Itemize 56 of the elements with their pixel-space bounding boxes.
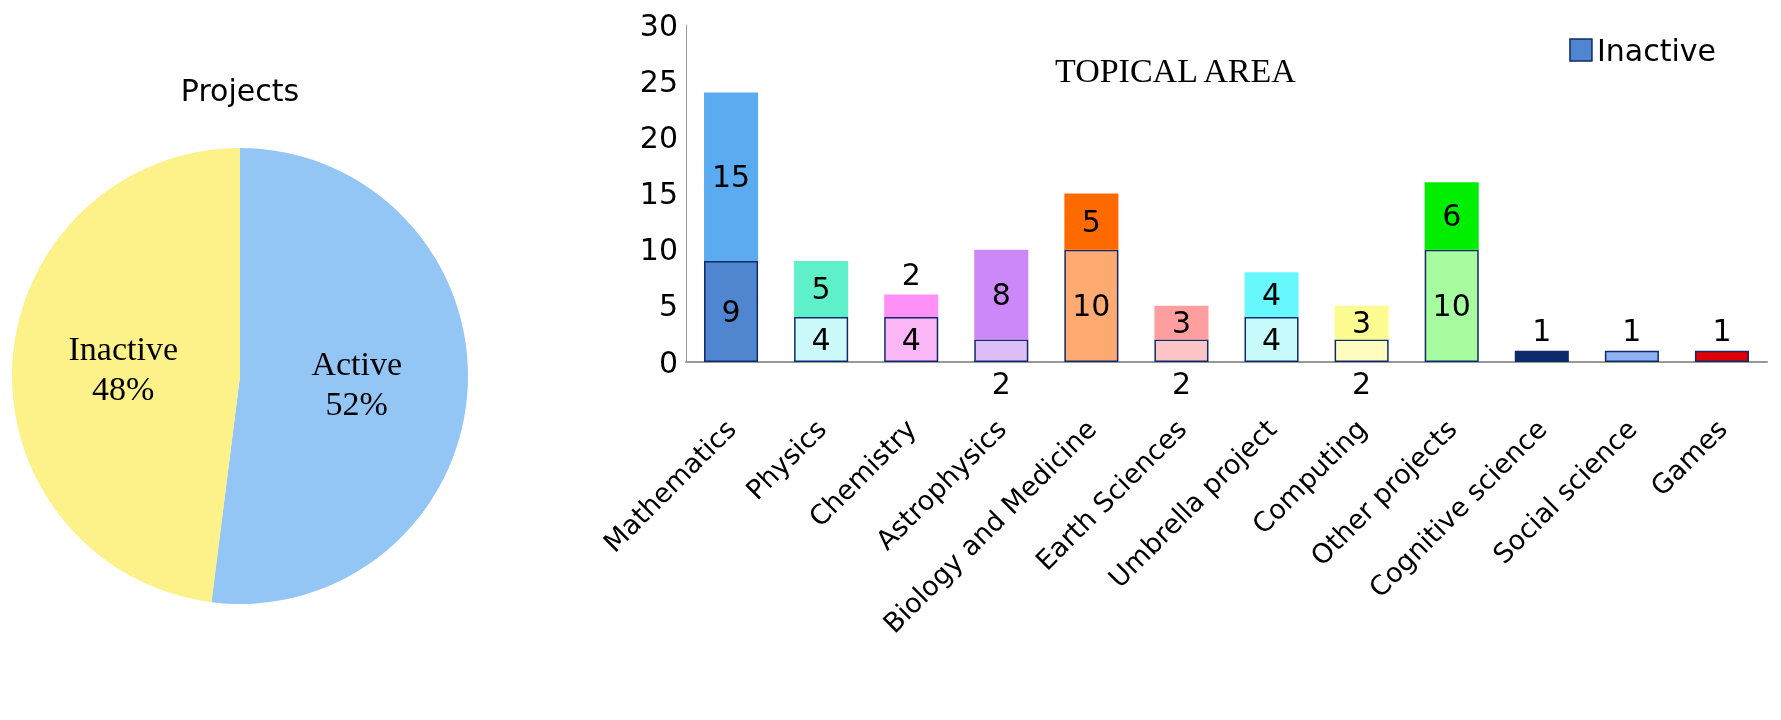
y-tick-label: 15 <box>639 176 678 211</box>
bar <box>1604 350 1659 362</box>
y-tick-label: 0 <box>658 344 678 380</box>
data-label: 48% <box>92 370 155 408</box>
bar <box>794 317 849 362</box>
slice-label: Inactive <box>68 330 178 368</box>
bar <box>1514 350 1569 362</box>
data-label: 4 <box>901 322 921 358</box>
data-label: 4 <box>811 322 831 358</box>
text: TOPICAL AREA <box>1055 51 1297 89</box>
y-tick-label: 25 <box>639 63 678 99</box>
data-label: 10 <box>1072 288 1111 324</box>
bar <box>1424 182 1479 250</box>
data-label: 4 <box>1261 277 1282 313</box>
bar <box>1334 305 1389 340</box>
bar <box>1064 193 1119 250</box>
data-label: 5 <box>1081 204 1101 240</box>
bar <box>1424 249 1479 362</box>
bar <box>794 260 849 318</box>
data-label: 2 <box>991 365 1011 401</box>
y-tick-label: 30 <box>639 7 678 43</box>
bar <box>704 260 759 362</box>
y-tick-label: 20 <box>639 119 678 155</box>
data-label: 2 <box>1352 365 1372 401</box>
slice-label: Active <box>311 344 403 382</box>
data-label: 8 <box>991 277 1011 313</box>
bar <box>974 249 1029 340</box>
bar <box>1334 339 1389 362</box>
data-label: 2 <box>1171 365 1192 401</box>
data-label: 3 <box>1171 305 1192 341</box>
bar <box>1244 317 1299 362</box>
data-label: 6 <box>1442 198 1462 234</box>
bar <box>1694 350 1749 362</box>
data-label: 9 <box>721 293 741 329</box>
bar <box>1154 305 1209 340</box>
data-label: 15 <box>711 159 751 195</box>
data-label: 1 <box>1712 313 1732 349</box>
legend-label: Inactive <box>1596 32 1717 68</box>
bar <box>974 339 1029 362</box>
data-label: 2 <box>901 257 921 293</box>
bar <box>884 294 939 318</box>
data-label: 10 <box>1432 288 1471 324</box>
bar <box>1064 249 1119 362</box>
data-label: 4 <box>1261 322 1282 358</box>
y-tick-label: 10 <box>639 232 678 268</box>
data-label: 5 <box>811 271 831 307</box>
data-label: 1 <box>1532 313 1552 349</box>
data-label: 3 <box>1352 305 1372 341</box>
y-tick-label: 5 <box>658 288 678 324</box>
data-label: 52% <box>325 384 388 422</box>
chart-title: Projects <box>180 72 300 108</box>
bar <box>704 92 759 261</box>
bar <box>884 317 939 362</box>
bar <box>1244 272 1299 318</box>
bar <box>1154 339 1209 362</box>
data-label: 1 <box>1622 313 1642 349</box>
